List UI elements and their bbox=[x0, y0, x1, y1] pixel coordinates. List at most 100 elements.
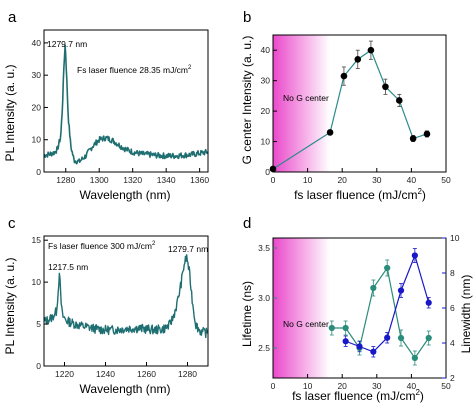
panel-b-y-tick-label: 40 bbox=[261, 45, 271, 55]
panel-d-right-y-tick-label: 10 bbox=[450, 233, 460, 243]
panel-d-x-tick-label: 50 bbox=[441, 381, 451, 391]
panel-b-x-ticks: 0 10 20 30 40 50 bbox=[271, 168, 451, 185]
panel-b-data-point bbox=[326, 129, 334, 136]
panel-d-right-y-tick-label: 2 bbox=[450, 373, 455, 383]
panel-a-peak-annotation: 1279.7 nm bbox=[47, 39, 87, 49]
panel-letter-b: b bbox=[243, 9, 251, 26]
panel-b-x-tick-label: 20 bbox=[337, 175, 347, 185]
panel-d-no-g-center-region bbox=[273, 238, 331, 378]
panel-d-right-y-tick-label: 4 bbox=[450, 338, 455, 348]
panel-a-y-tick-label: 0 bbox=[36, 167, 41, 177]
panel-d-x-tick-label: 30 bbox=[372, 381, 382, 391]
panel-b-y-axis-label: G center Intensity (a. u.) bbox=[240, 36, 254, 165]
panel-d-lifetime-data-point bbox=[397, 334, 405, 342]
panel-a-fluence-sup: 2 bbox=[188, 65, 192, 71]
panel-b-x-tick-label: 50 bbox=[441, 175, 451, 185]
panel-b-data-point bbox=[409, 135, 417, 142]
panel-b-y-tick-label: 10 bbox=[261, 137, 271, 147]
panel-b-data-point bbox=[382, 83, 389, 91]
panel-letter-a: a bbox=[8, 9, 17, 26]
panel-d-x-tick-label: 0 bbox=[271, 381, 276, 391]
panel-d-linewidth-data-point bbox=[342, 338, 349, 345]
panel-b-x-axis-label-sup: 2 bbox=[417, 187, 422, 196]
panel-b-y-tick-label: 0 bbox=[265, 167, 270, 177]
panel-d-x-tick-label: 20 bbox=[337, 381, 347, 391]
panel-d-linewidth-data-point bbox=[384, 334, 391, 341]
panel-d-lifetime-data-point bbox=[328, 324, 335, 332]
panel-d-linewidth-points bbox=[342, 252, 432, 355]
panel-b: No G center 0 10 20 30 40 50 0 10 20 30 40 fs las… bbox=[240, 34, 451, 202]
panel-b-data-point bbox=[367, 46, 375, 54]
panel-a-x-axis-label: Wavelength (nm) bbox=[80, 188, 171, 202]
panel-d-lifetime-data-point bbox=[425, 334, 432, 342]
panel-d-x-tick-label: 10 bbox=[303, 381, 313, 391]
panel-b-data-point bbox=[423, 130, 431, 138]
panel-c-x-tick-label: 1280 bbox=[178, 369, 197, 379]
panel-d-linewidth-data-point bbox=[356, 343, 363, 350]
panel-d-linewidth-data-point bbox=[425, 299, 432, 306]
panel-d-right-y-axis-label: Linewidth (nm) bbox=[459, 275, 473, 354]
panel-c-spectrum-line bbox=[43, 254, 209, 339]
panel-d-right-y-tick-label: 8 bbox=[450, 268, 455, 278]
panel-b-x-tick-label: 0 bbox=[271, 175, 276, 185]
panel-c: 1220 1240 1260 1280 0 5 10 15 Fs laser fluence… bbox=[3, 235, 209, 396]
panel-d-lifetime-data-point bbox=[342, 324, 349, 332]
panel-b-x-tick-label: 30 bbox=[372, 175, 382, 185]
panel-c-x-tick-label: 1220 bbox=[55, 369, 74, 379]
panel-c-x-axis-label: Wavelength (nm) bbox=[80, 382, 171, 396]
panel-a-y-tick-label: 20 bbox=[32, 102, 42, 112]
panel-c-x-tick-label: 1260 bbox=[137, 369, 156, 379]
panel-b-y-ticks: 0 10 20 30 40 bbox=[261, 45, 277, 177]
panel-d-lifetime-data-point bbox=[384, 264, 391, 272]
panel-d-linewidth-data-point bbox=[411, 252, 418, 259]
panel-a-y-ticks: 0 10 20 30 40 bbox=[32, 38, 48, 177]
panel-letter-d: d bbox=[243, 215, 251, 232]
panel-c-x-tick-label: 1240 bbox=[96, 369, 115, 379]
panel-b-x-tick-label: 10 bbox=[303, 175, 313, 185]
panel-d-lifetime-data-point bbox=[411, 354, 418, 362]
panel-d-left-y-tick-label: 3.0 bbox=[258, 293, 270, 303]
panel-c-frame bbox=[43, 235, 209, 367]
panel-c-y-tick-label: 15 bbox=[32, 235, 42, 245]
panel-d-lifetime-points bbox=[328, 264, 432, 362]
panel-b-no-g-center-label: No G center bbox=[283, 93, 329, 103]
panel-b-frame bbox=[272, 34, 447, 173]
panel-b-data-point bbox=[340, 72, 348, 80]
panel-b-points bbox=[269, 46, 431, 173]
panel-b-y-tick-label: 20 bbox=[261, 106, 271, 116]
panel-a-x-tick-label: 1340 bbox=[157, 175, 176, 185]
panel-a-x-tick-label: 1280 bbox=[56, 175, 75, 185]
panel-d-x-axis-label: fs laser fluence (mJ/cm2) bbox=[292, 388, 424, 403]
panel-a-y-axis-label: PL Intensity (a. u.) bbox=[3, 65, 17, 162]
panel-d-error-bars bbox=[329, 248, 431, 366]
panel-d-x-axis-label-sup: 2 bbox=[415, 388, 420, 397]
panel-a-x-tick-label: 1360 bbox=[190, 175, 209, 185]
panel-d-left-y-ticks: 2.5 3.0 3.5 bbox=[258, 243, 277, 353]
panel-d-x-tick-label: 40 bbox=[407, 381, 417, 391]
panel-c-fluence-annotation: Fs laser fluence 300 mJ/cm2 bbox=[48, 241, 156, 251]
panel-c-y-axis-label: PL Intensity (a. u.) bbox=[3, 258, 17, 355]
panel-a-x-tick-label: 1320 bbox=[123, 175, 142, 185]
panel-d: No G center 0 10 20 30 40 50 2.5 3.0 3.5 2 4 6 8 10… bbox=[240, 233, 473, 403]
panel-a: 1280 1300 1320 1340 1360 0 10 20 30 40 1279.7 nm… bbox=[3, 29, 209, 202]
panel-d-lifetime-line bbox=[331, 266, 430, 360]
panel-b-x-axis-label: fs laser fluence (mJ/cm2) bbox=[294, 187, 426, 202]
panel-c-fluence-sup: 2 bbox=[152, 241, 156, 247]
panel-c-x-ticks: 1220 1240 1260 1280 bbox=[55, 362, 197, 379]
panel-c-y-ticks: 0 5 10 15 bbox=[32, 235, 48, 371]
panel-a-frame bbox=[43, 29, 209, 173]
panel-d-left-y-tick-label: 2.5 bbox=[258, 343, 270, 353]
panel-d-linewidth-data-point bbox=[397, 287, 405, 294]
panel-c-y-tick-label: 10 bbox=[32, 277, 42, 287]
panel-a-fluence-annotation: Fs laser fluence 28.35 mJ/cm2 bbox=[77, 65, 192, 75]
panel-d-right-y-tick-label: 6 bbox=[450, 303, 455, 313]
panel-a-y-tick-label: 40 bbox=[32, 38, 42, 48]
panel-a-y-tick-label: 30 bbox=[32, 70, 42, 80]
panel-a-x-tick-label: 1300 bbox=[90, 175, 109, 185]
panel-d-left-y-axis-label: Lifetime (ns) bbox=[240, 281, 254, 347]
panel-c-peak-annotation-right: 1279.7 nm bbox=[168, 244, 208, 254]
panel-a-spectrum-line bbox=[43, 44, 209, 165]
panel-b-error-bars bbox=[328, 40, 429, 142]
panel-d-right-y-ticks: 2 4 6 8 10 bbox=[442, 233, 460, 383]
